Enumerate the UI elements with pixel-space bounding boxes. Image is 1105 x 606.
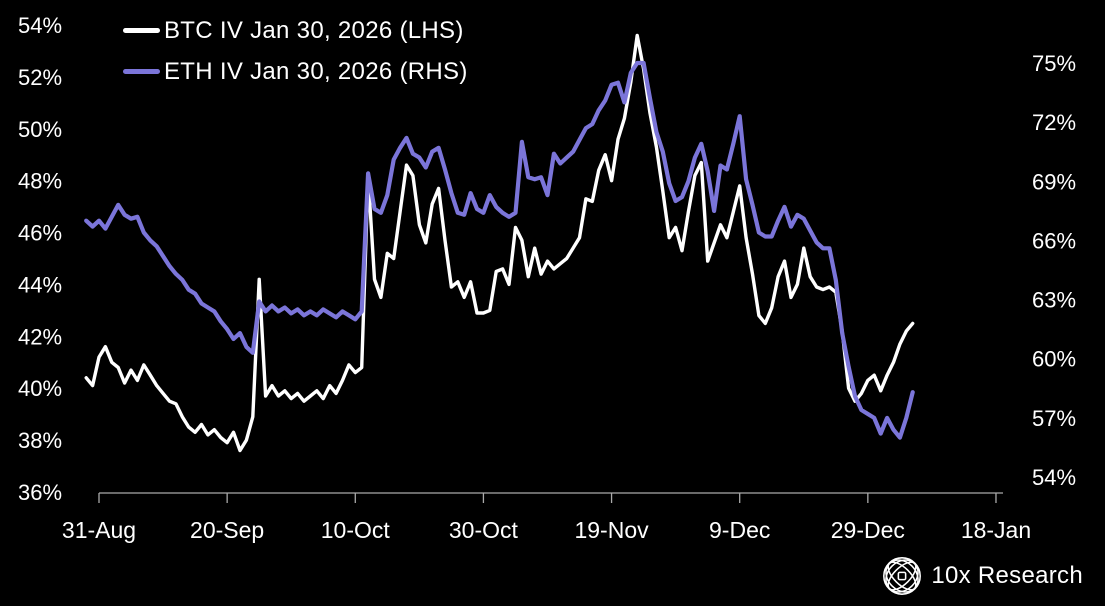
y-right-tick-label: 63% (1032, 288, 1076, 313)
brand-name: 10x Research (931, 562, 1083, 589)
y-right-tick-label: 72% (1032, 110, 1076, 135)
btc-line-swatch (123, 28, 160, 33)
legend-item-btc: BTC IV Jan 30, 2026 (LHS) (123, 10, 468, 51)
y-right-tick-label: 69% (1032, 169, 1076, 194)
globe-lattice-logo-icon (883, 557, 922, 595)
x-tick-label: 10-Oct (321, 517, 391, 543)
eth-iv-line-series (84, 60, 915, 440)
legend-label-eth: ETH IV Jan 30, 2026 (RHS) (164, 57, 468, 85)
x-tick-label: 9-Dec (709, 517, 770, 543)
y-left-tick-label: 36% (18, 480, 62, 505)
legend-label-btc: BTC IV Jan 30, 2026 (LHS) (164, 16, 464, 44)
y-left-tick-label: 38% (18, 428, 62, 453)
y-right-tick-label: 54% (1032, 465, 1076, 490)
y-left-tick-label: 50% (18, 117, 62, 142)
y-left-tick-label: 54% (18, 13, 62, 38)
x-tick-label: 29-Dec (831, 517, 905, 543)
y-right-tick-label: 60% (1032, 347, 1076, 372)
legend-item-eth: ETH IV Jan 30, 2026 (RHS) (123, 51, 468, 92)
y-left-tick-label: 52% (18, 65, 62, 90)
legend: BTC IV Jan 30, 2026 (LHS) ETH IV Jan 30,… (123, 10, 468, 92)
y-right-tick-label: 66% (1032, 228, 1076, 253)
y-left-tick-label: 42% (18, 324, 62, 349)
x-tick-label: 18-Jan (961, 517, 1031, 543)
y-left-tick-label: 46% (18, 221, 62, 246)
eth-line-swatch (123, 69, 160, 74)
y-right-tick-label: 57% (1032, 406, 1076, 431)
btc-iv-line-series (84, 33, 915, 453)
y-left-tick-label: 40% (18, 376, 62, 401)
x-tick-label: 20-Sep (190, 517, 264, 543)
x-tick-label: 30-Oct (449, 517, 519, 543)
x-tick-label: 19-Nov (574, 517, 649, 543)
brand-footer: 10x Research (882, 556, 1083, 596)
x-tick-label: 31-Aug (62, 517, 136, 543)
y-left-tick-label: 48% (18, 169, 62, 194)
y-right-tick-label: 75% (1032, 51, 1076, 76)
y-left-tick-label: 44% (18, 272, 62, 297)
